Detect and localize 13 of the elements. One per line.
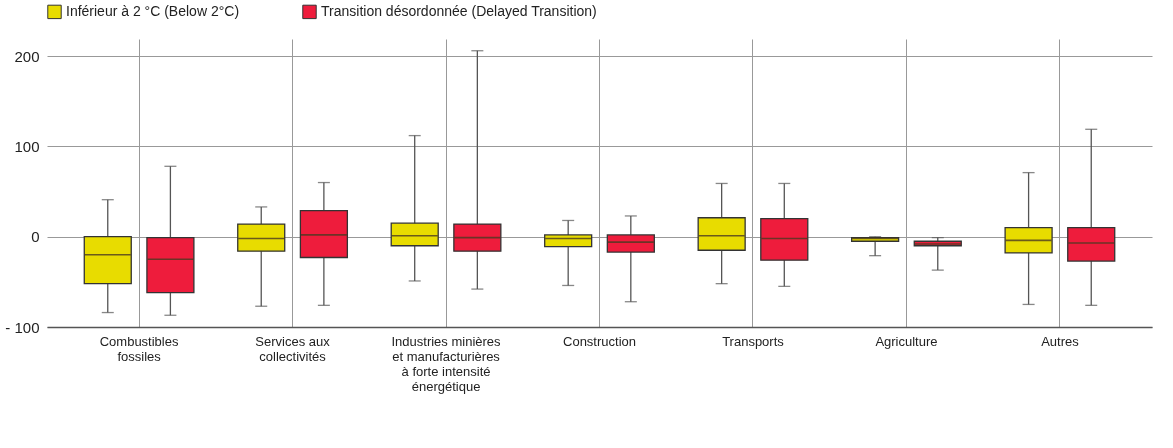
x-tick-label: Agriculture bbox=[875, 333, 938, 349]
x-tick-label: Combustibles fossiles bbox=[99, 333, 179, 364]
y-tick-label: - 100 bbox=[5, 318, 40, 336]
x-tick-label: Transports bbox=[722, 333, 785, 349]
legend-label: Inférieur à 2 °C (Below 2°C) bbox=[66, 2, 240, 19]
x-tick-label: Construction bbox=[563, 333, 636, 349]
legend-label: Transition désordonnée (Delayed Transition) bbox=[321, 2, 597, 19]
y-tick-label: 200 bbox=[14, 47, 40, 65]
y-tick-label: 0 bbox=[31, 228, 40, 246]
x-tick-label: Autres bbox=[1041, 333, 1080, 349]
x-tick-label: Services aux collectivités bbox=[255, 333, 331, 364]
y-tick-label: 100 bbox=[14, 137, 40, 155]
x-tick-label: Industries minières et manufacturières à forte intensité énergétique bbox=[391, 333, 502, 394]
